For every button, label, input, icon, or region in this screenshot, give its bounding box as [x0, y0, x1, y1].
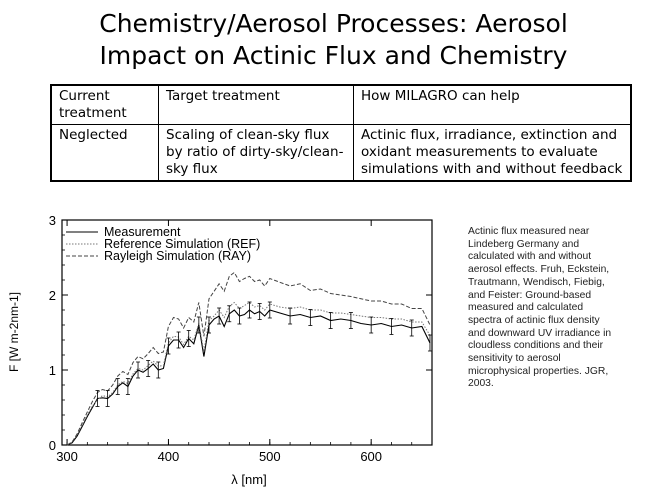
y-axis-label: F [W m-2nm-1] [7, 292, 21, 372]
treatment-table: Current treatment Target treatment How M… [50, 84, 632, 182]
x-tick-label-500: 500 [259, 449, 281, 464]
plot-area: 300 400 500 600 0 1 2 3 [49, 213, 433, 464]
title-line-1: Chemistry/Aerosol Processes: Aerosol [99, 9, 568, 38]
cell-milagro-help: Actinic flux, irradiance, extinction and… [353, 124, 632, 182]
x-axis-label: λ [nm] [231, 472, 266, 487]
series-measurement [66, 309, 431, 446]
cell-target-treatment: Scaling of clean-sky flux by ratio of di… [158, 124, 354, 182]
y-tick-label-3: 3 [49, 213, 56, 228]
x-tick-label-400: 400 [158, 449, 180, 464]
cell-current-treatment: Neglected [50, 124, 159, 182]
header-target-treatment: Target treatment [158, 84, 354, 125]
legend-label-ray: Rayleigh Simulation (RAY) [104, 249, 251, 263]
header-current-treatment: Current treatment [50, 84, 159, 125]
legend: Measurement Reference Simulation (REF) R… [66, 225, 260, 263]
x-tick-label-600: 600 [360, 449, 382, 464]
x-tick-label-300: 300 [56, 449, 78, 464]
y-tick-label-2: 2 [49, 288, 56, 303]
series-ray [66, 271, 431, 446]
y-tick-label-1: 1 [49, 363, 56, 378]
header-milagro-help: How MILAGRO can help [353, 84, 632, 125]
table-row: Neglected Scaling of clean-sky flux by r… [50, 124, 632, 182]
legend-label-ref: Reference Simulation (REF) [104, 237, 260, 251]
slide-title: Chemistry/Aerosol Processes: Aerosol Imp… [0, 8, 667, 72]
plot-frame [61, 219, 433, 446]
table-header-row: Current treatment Target treatment How M… [50, 84, 632, 125]
figure-caption: Actinic flux measured near Lindeberg Ger… [468, 226, 612, 390]
title-line-2: Impact on Actinic Flux and Chemistry [99, 41, 568, 70]
actinic-flux-chart: 300 400 500 600 0 1 2 3 λ [nm] F [W m-2nm-1] Me… [7, 213, 433, 487]
legend-label-measurement: Measurement [104, 225, 181, 239]
y-tick-label-0: 0 [49, 438, 56, 453]
